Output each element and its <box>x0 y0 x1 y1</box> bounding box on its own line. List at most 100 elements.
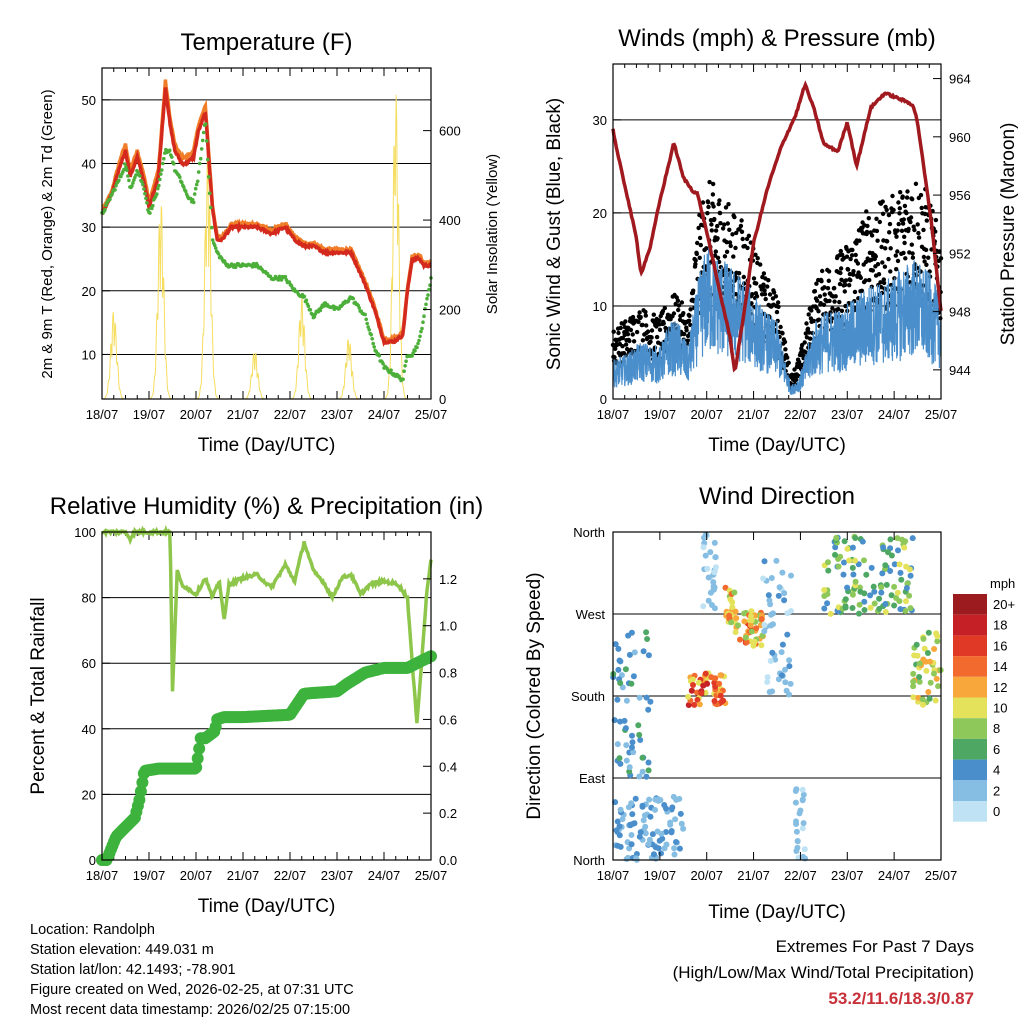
gust-point <box>739 218 744 223</box>
gust-point <box>691 288 696 293</box>
winds-panel: 18/07 19/07 20/07 21/07 22/07 23/07 24/07 25/07… <box>544 25 1019 456</box>
direction-point <box>619 684 626 691</box>
dewpoint-point <box>180 180 184 185</box>
gust-point <box>900 221 906 226</box>
dewpoint-point <box>205 157 210 162</box>
direction-point <box>784 610 791 617</box>
gust-point <box>832 299 837 304</box>
gust-point <box>820 268 825 274</box>
gust-point <box>909 242 914 247</box>
dewpoint-point <box>108 197 112 201</box>
direction-point <box>650 851 657 858</box>
y2-tick-label: 1.2 <box>439 572 457 587</box>
direction-point <box>642 823 649 830</box>
temp-2m-line <box>101 87 432 347</box>
direction-point <box>888 592 895 599</box>
x-tick-label: 18/07 <box>86 868 119 883</box>
dewpoint-point <box>279 278 284 282</box>
gust-point <box>916 235 922 240</box>
x-tick-label: 20/07 <box>180 407 213 422</box>
direction-point <box>916 660 923 667</box>
direction-point <box>846 557 853 564</box>
gust-point <box>727 227 732 232</box>
gust-point <box>910 255 916 260</box>
direction-point <box>788 572 794 579</box>
direction-point <box>616 755 623 762</box>
gust-point <box>693 261 698 267</box>
y-tick-label: 20 <box>82 284 96 299</box>
chart-title: Wind Direction <box>699 483 855 510</box>
gust-point <box>916 230 921 236</box>
dewpoint-point <box>204 139 209 143</box>
y2-tick-label: 1.0 <box>439 619 457 634</box>
direction-point <box>712 564 719 571</box>
gust-point <box>836 306 841 312</box>
gust-point <box>806 312 811 317</box>
x-tick-label: 19/07 <box>133 868 166 883</box>
direction-point <box>626 764 633 771</box>
direction-point <box>907 572 914 579</box>
dewpoint-point <box>110 192 114 197</box>
y-tick-label: 0 <box>600 392 607 407</box>
y2-tick-label: 0 <box>439 392 446 407</box>
direction-point <box>795 854 802 861</box>
dewpoint-point <box>424 302 428 307</box>
dewpoint-point <box>357 306 362 310</box>
gust-point <box>722 254 728 259</box>
direction-point <box>676 795 683 802</box>
gust-point <box>857 238 862 243</box>
gust-point <box>720 226 726 231</box>
dewpoint-point <box>178 175 182 179</box>
dewpoint-point <box>363 312 368 317</box>
dewpoint-point <box>123 162 127 166</box>
direction-point <box>781 597 788 604</box>
dewpoint-point <box>200 138 205 143</box>
y-tick-label: 20 <box>593 206 607 221</box>
dewpoint-point <box>389 368 393 373</box>
gust-point <box>630 332 635 337</box>
gust-point <box>698 242 703 248</box>
gust-point <box>883 246 888 251</box>
dewpoint-point <box>423 307 427 311</box>
gust-point <box>644 323 649 328</box>
dewpoint-point <box>195 179 200 184</box>
gust-point <box>918 192 924 198</box>
legend-swatch <box>953 718 987 739</box>
legend-swatch <box>953 738 987 760</box>
direction-point <box>906 566 913 573</box>
gust-point <box>637 310 642 315</box>
gust-point <box>887 221 893 227</box>
gust-point <box>771 290 777 295</box>
gust-point <box>776 304 781 309</box>
direction-point <box>705 574 712 581</box>
direction-point <box>882 601 889 607</box>
dewpoint-point <box>381 362 385 366</box>
gust-point <box>761 271 767 276</box>
direction-point <box>685 702 692 708</box>
direction-point <box>916 678 923 685</box>
precip-point <box>136 776 149 789</box>
gust-point <box>728 243 733 249</box>
direction-point <box>920 701 926 708</box>
dewpoint-point <box>366 325 371 329</box>
y-tick-label: 30 <box>593 113 607 128</box>
gust-point <box>657 318 662 323</box>
gust-point <box>679 300 685 305</box>
direction-point <box>658 830 665 837</box>
direction-point <box>641 812 648 819</box>
direction-point <box>717 672 724 679</box>
y2-tick-label: 0.6 <box>439 712 457 727</box>
x-tick-label: 21/07 <box>227 407 260 422</box>
dewpoint-point <box>308 308 313 312</box>
direction-point <box>764 679 771 685</box>
gust-point <box>842 289 847 294</box>
gust-point <box>886 212 892 218</box>
legend-label: 10 <box>993 701 1007 716</box>
direction-point <box>876 605 883 612</box>
dewpoint-point <box>415 345 419 350</box>
gust-point <box>623 342 629 347</box>
dewpoint-point <box>367 328 372 332</box>
gust-point <box>643 313 648 318</box>
direction-point <box>645 706 652 713</box>
gust-point <box>740 236 745 242</box>
